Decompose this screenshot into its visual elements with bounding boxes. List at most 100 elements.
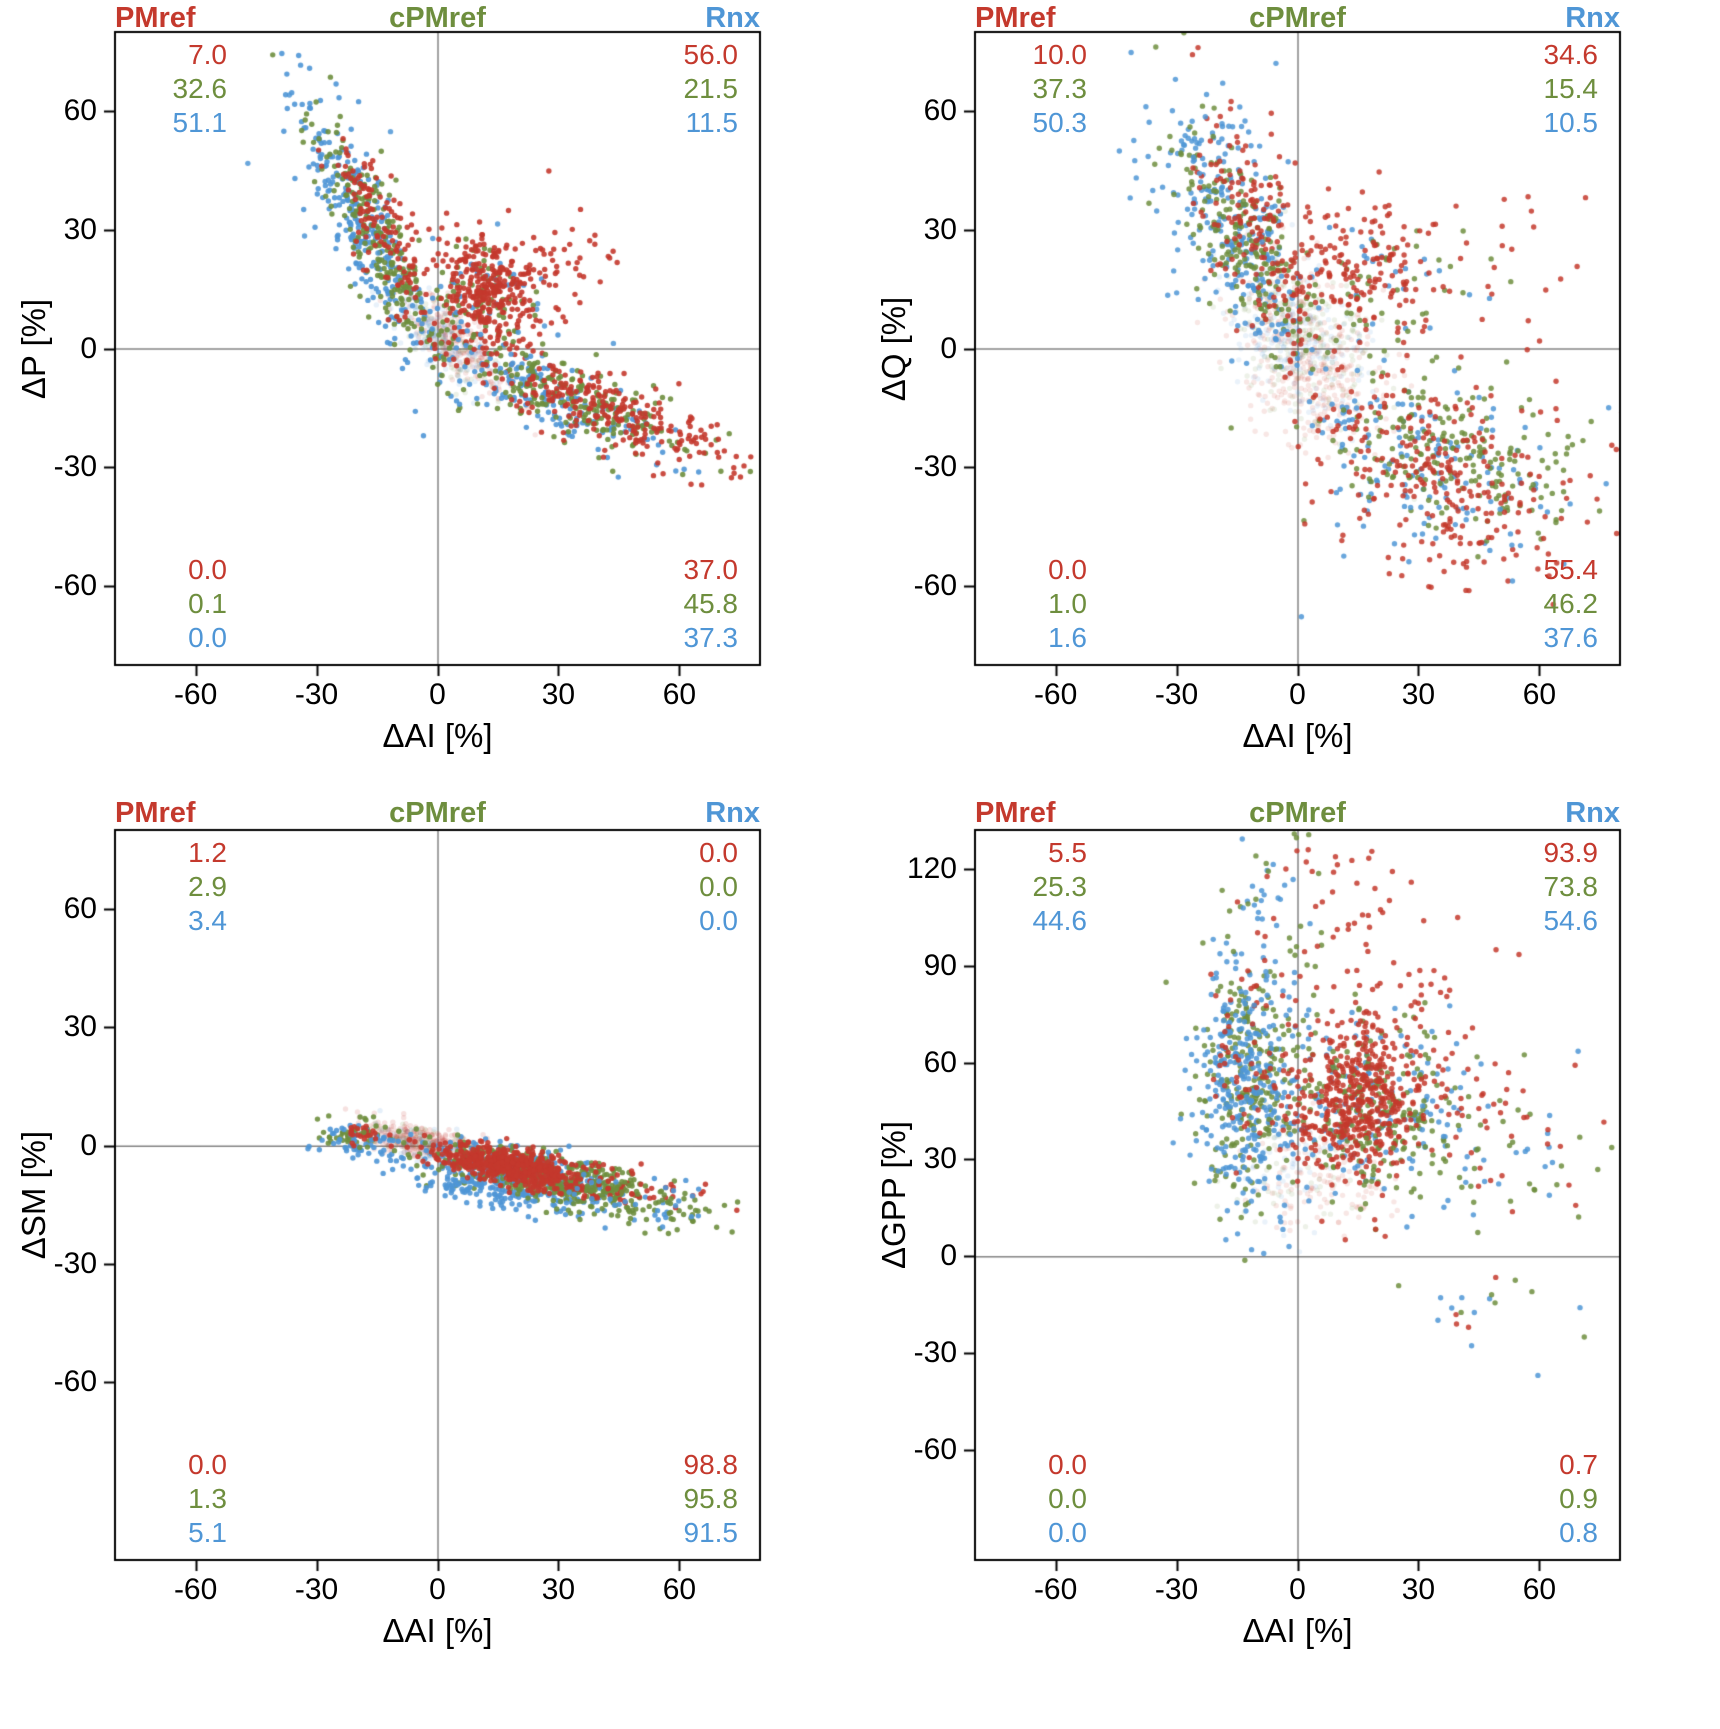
x-tick-label: -30	[294, 678, 339, 711]
stat-rnx: 1.6	[1048, 622, 1087, 653]
x-tick-label: 30	[1401, 678, 1436, 711]
x-tick-label: 30	[1401, 1573, 1436, 1606]
y-tick-label: 60	[63, 891, 97, 925]
stat-pmref: 93.9	[1543, 837, 1599, 868]
stat-rnx: 11.5	[685, 107, 738, 138]
stat-pmref: 0.0	[1048, 1449, 1087, 1480]
corner-stats-top-right: 93.9 73.8 54.6	[1508, 836, 1599, 938]
scatter-canvas	[0, 0, 860, 795]
stat-pmref: 0.7	[1559, 1449, 1598, 1480]
x-tick-label: -60	[173, 1573, 218, 1606]
x-axis-label: ΔAI [%]	[1242, 717, 1353, 754]
legend-pmref: PMref	[115, 2, 196, 34]
stat-rnx: 10.5	[1543, 107, 1599, 138]
y-tick-label: -30	[913, 1336, 957, 1370]
x-tick-label: 0	[429, 1573, 446, 1606]
y-tick-label: 0	[80, 331, 97, 365]
corner-stats-bottom-right: 55.4 46.2 37.6	[1508, 553, 1599, 655]
stat-pmref: 10.0	[1032, 39, 1088, 70]
x-axis-label: ΔAI [%]	[382, 1612, 493, 1649]
stat-pmref: 55.4	[1543, 554, 1599, 585]
corner-stats-top-right: 34.6 15.4 10.5	[1508, 38, 1599, 140]
y-tick-label: 60	[63, 94, 97, 128]
stat-pmref: 1.2	[188, 837, 227, 868]
stat-rnx: 91.5	[683, 1517, 739, 1548]
stat-rnx: 54.6	[1543, 905, 1599, 936]
legend-pmref: PMref	[975, 2, 1056, 34]
legend-cpmref: cPMref	[1249, 797, 1346, 829]
y-tick-label: 90	[923, 948, 957, 982]
stat-rnx: 0.8	[1559, 1517, 1598, 1548]
stat-rnx: 0.0	[188, 622, 227, 653]
stat-pmref: 0.0	[188, 1449, 227, 1480]
stat-pmref: 56.0	[683, 39, 739, 70]
scatter-panel-delta-gpp: PMref cPMref Rnx ΔGPP [%] ΔAI [%] 5.5 25.…	[860, 795, 1720, 1729]
x-tick-label: -60	[173, 678, 218, 711]
stat-rnx: 37.3	[683, 622, 739, 653]
x-tick-label: -60	[1033, 1573, 1078, 1606]
x-tick-label: 0	[429, 678, 446, 711]
stat-pmref: 7.0	[188, 39, 227, 70]
stat-rnx: 51.1	[172, 107, 228, 138]
stat-rnx: 44.6	[1032, 905, 1088, 936]
y-tick-label: 30	[923, 212, 957, 246]
stat-pmref: 0.0	[699, 837, 738, 868]
stat-cpmref: 0.1	[188, 588, 227, 619]
scatter-panel-delta-sm: PMref cPMref Rnx ΔSM [%] ΔAI [%] 1.2 2.9 3…	[0, 795, 860, 1729]
stat-cpmref: 0.0	[1048, 1483, 1087, 1514]
y-tick-label: 30	[63, 212, 97, 246]
stat-rnx: 50.3	[1032, 107, 1088, 138]
legend-pmref: PMref	[115, 797, 196, 829]
stat-cpmref: 46.2	[1543, 588, 1599, 619]
stat-cpmref: 2.9	[188, 871, 227, 902]
y-tick-label: 120	[906, 851, 957, 885]
stat-rnx: 0.0	[1048, 1517, 1087, 1548]
stat-cpmref: 1.3	[188, 1483, 227, 1514]
stat-cpmref: 73.8	[1543, 871, 1599, 902]
corner-stats-bottom-right: 0.7 0.9 0.8	[1508, 1448, 1598, 1550]
y-tick-label: 0	[940, 1239, 957, 1273]
corner-stats-top-right: 56.0 21.5 11.5	[648, 38, 739, 140]
legend-cpmref: cPMref	[1249, 2, 1346, 34]
stat-cpmref: 21.5	[683, 73, 739, 104]
stat-cpmref: 32.6	[172, 73, 228, 104]
x-tick-label: 30	[541, 1573, 576, 1606]
corner-stats-bottom-right: 37.0 45.8 37.3	[648, 553, 739, 655]
y-tick-label: -60	[913, 1433, 957, 1467]
legend-rnx: Rnx	[705, 2, 760, 34]
x-tick-label: 60	[662, 1573, 697, 1606]
legend-rnx: Rnx	[705, 797, 760, 829]
y-tick-label: 0	[940, 331, 957, 365]
corner-stats-top-left: 1.2 2.9 3.4	[137, 836, 227, 938]
x-tick-label: 60	[1522, 678, 1557, 711]
y-tick-label: 30	[923, 1142, 957, 1176]
stat-cpmref: 37.3	[1032, 73, 1088, 104]
stat-cpmref: 1.0	[1048, 588, 1087, 619]
scatter-canvas	[860, 0, 1720, 795]
stat-cpmref: 0.9	[1559, 1483, 1598, 1514]
y-tick-label: -60	[913, 568, 957, 602]
corner-stats-bottom-left: 0.0 1.0 1.6	[997, 553, 1087, 655]
stat-rnx: 5.1	[188, 1517, 227, 1548]
x-tick-label: -30	[1154, 1573, 1199, 1606]
x-tick-label: -30	[1154, 678, 1199, 711]
corner-stats-top-right: 0.0 0.0 0.0	[648, 836, 738, 938]
stat-pmref: 5.5	[1048, 837, 1087, 868]
legend-rnx: Rnx	[1565, 2, 1620, 34]
y-tick-label: -30	[53, 450, 97, 484]
y-tick-label: 30	[63, 1010, 97, 1044]
x-axis-label: ΔAI [%]	[382, 717, 493, 754]
legend-cpmref: cPMref	[389, 2, 486, 34]
y-tick-label: -30	[53, 1247, 97, 1281]
stat-rnx: 37.6	[1543, 622, 1599, 653]
y-tick-label: -60	[53, 568, 97, 602]
stat-cpmref: 25.3	[1032, 871, 1088, 902]
corner-stats-bottom-left: 0.0 0.1 0.0	[137, 553, 227, 655]
x-tick-label: 30	[541, 678, 576, 711]
x-tick-label: 0	[1289, 1573, 1306, 1606]
legend-pmref: PMref	[975, 797, 1056, 829]
y-tick-label: 0	[80, 1128, 97, 1162]
stat-cpmref: 15.4	[1543, 73, 1599, 104]
corner-stats-bottom-left: 0.0 0.0 0.0	[997, 1448, 1087, 1550]
